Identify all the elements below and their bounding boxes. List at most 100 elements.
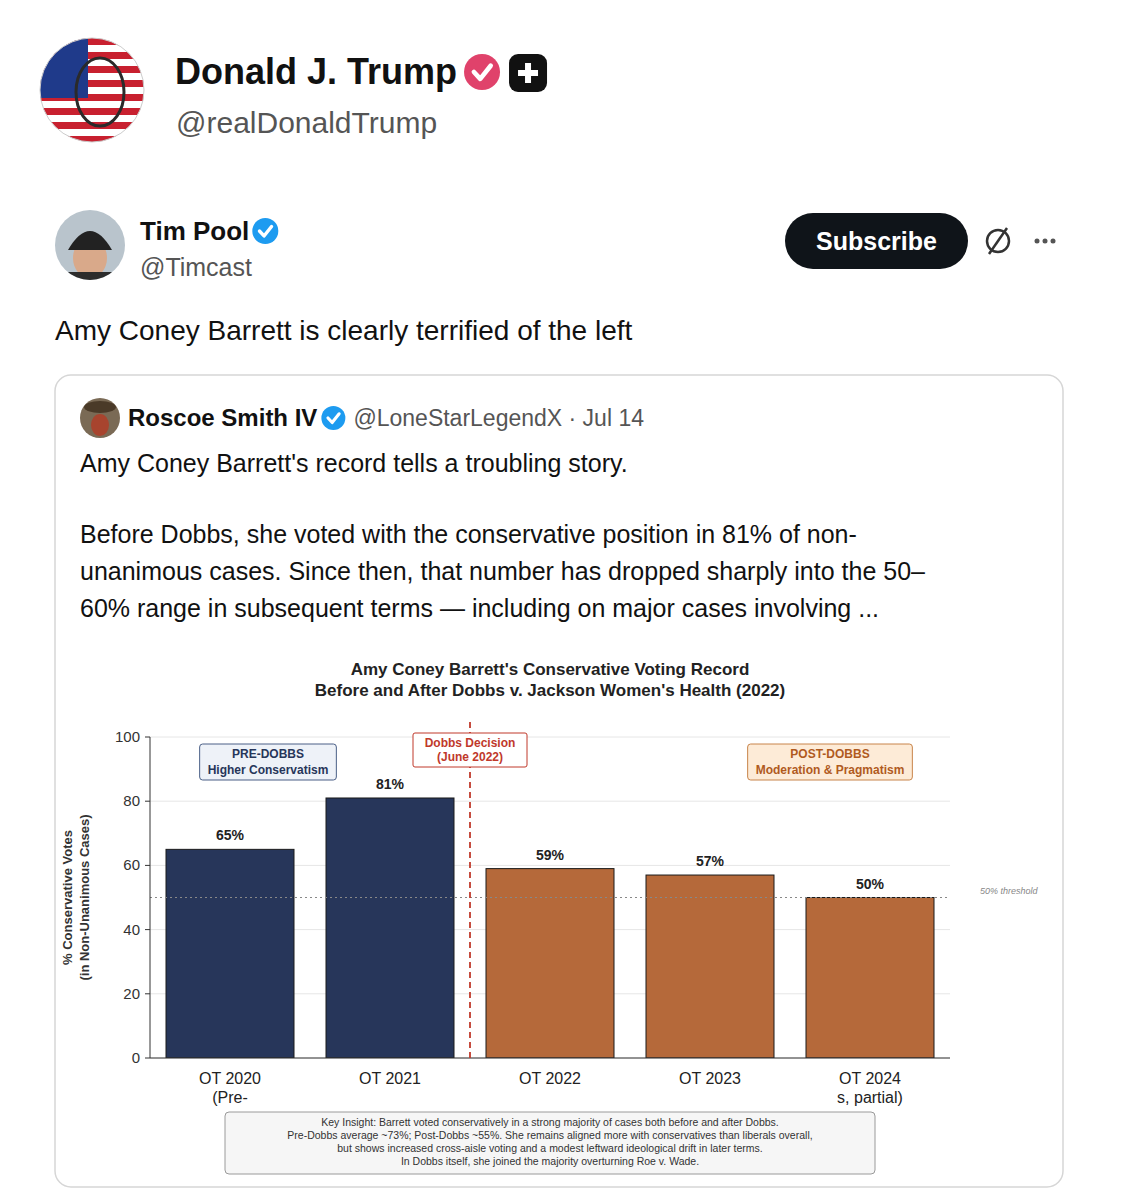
quote-text: Before Dobbs, she voted with the conserv…: [80, 520, 857, 548]
category-label: OT 2021: [359, 1070, 421, 1087]
avatar: [80, 398, 120, 438]
repost-handle: @Timcast: [140, 253, 252, 281]
avatar-beanie: [68, 231, 112, 250]
x-axis: [150, 1058, 950, 1059]
quote-text: Amy Coney Barrett's record tells a troub…: [80, 449, 628, 477]
author-name: Donald J. Trump: [175, 51, 457, 92]
y-axis: [150, 737, 151, 1058]
avatar-face: [91, 414, 109, 436]
data-label: 65%: [216, 827, 245, 843]
tick-mark: [145, 993, 150, 994]
tick-label: 100: [115, 728, 140, 745]
category-sublabel: s, partial): [837, 1089, 903, 1106]
tick-mark: [145, 929, 150, 930]
quote-meta: @LoneStarLegendX · Jul 14: [353, 405, 644, 431]
period-text: Higher Conservatism: [208, 763, 329, 777]
tick-label: 60: [123, 856, 140, 873]
verified-badge-tick: [259, 226, 271, 235]
event-box: [413, 733, 527, 767]
verified-badge-circle: [321, 406, 345, 430]
tick-label: 0: [132, 1049, 140, 1066]
avatar-body: [60, 272, 120, 292]
tick-label: 80: [123, 792, 140, 809]
data-label: 50%: [856, 876, 885, 892]
tick-mark: [145, 865, 150, 866]
y-axis-title: (in Non-Unanimous Cases): [77, 814, 92, 980]
plus-badge-h: [518, 70, 538, 76]
tick-mark: [145, 801, 150, 802]
tick-mark: [145, 737, 150, 738]
verified-badge-circle: [464, 54, 500, 90]
more-icon[interactable]: [1035, 239, 1040, 244]
category-label: OT 2024: [839, 1070, 901, 1087]
category-label: OT 2020: [199, 1070, 261, 1087]
verified-badge: [252, 218, 278, 244]
subscribe-button[interactable]: [785, 213, 968, 269]
data-label: 59%: [536, 847, 565, 863]
note-text: Key Insight: Barrett voted conservativel…: [321, 1116, 779, 1128]
avatar-stripe: [40, 108, 144, 115]
period-box: [200, 744, 337, 780]
avatar-canton: [40, 38, 88, 98]
grid-line: [150, 1058, 950, 1059]
threshold-label: 50% threshold: [980, 886, 1039, 896]
category-label: OT 2022: [519, 1070, 581, 1087]
note-text: Pre-Dobbs average ~73%; Post-Dobbs ~55%.…: [287, 1129, 812, 1141]
event-label: Dobbs Decision: [425, 736, 516, 750]
avatar-hat: [84, 401, 116, 413]
note-text: In Dobbs itself, she joined the majority…: [401, 1155, 699, 1167]
avatar: [40, 38, 144, 143]
quote-text: unanimous cases. Since then, that number…: [80, 557, 925, 585]
tick-mark: [145, 1058, 150, 1059]
bars: [166, 798, 934, 1058]
avatar: [55, 210, 125, 292]
author-handle: @realDonaldTrump: [176, 106, 437, 139]
quote-card: [55, 375, 1063, 1187]
category-sublabel: (Pre-: [212, 1089, 248, 1106]
verified-badge-circle: [252, 218, 278, 244]
bar: [166, 849, 294, 1058]
period-text: Moderation & Pragmatism: [756, 763, 905, 777]
avatar-ring: [40, 38, 144, 142]
verified-badge-tick: [328, 414, 339, 423]
chart-title: Amy Coney Barrett's Conservative Voting …: [351, 660, 750, 679]
more-icon[interactable]: [1043, 239, 1048, 244]
quote-name: Roscoe Smith IV: [128, 404, 317, 431]
more-icon[interactable]: [1051, 239, 1056, 244]
quote-text: 60% range in subsequent terms — includin…: [80, 594, 879, 622]
event-label: (June 2022): [437, 750, 503, 764]
verified-badge: [464, 54, 500, 90]
data-label: 81%: [376, 776, 405, 792]
page: Donald J. Trump @realDonaldTrump Tim Pool @…: [0, 0, 1134, 1200]
note-box: [225, 1112, 875, 1174]
verified-badge: [321, 406, 345, 430]
period-title: POST-DOBBS: [790, 747, 869, 761]
tick-label: 40: [123, 921, 140, 938]
verified-badge-tick: [474, 66, 491, 79]
repost-name: Tim Pool: [140, 216, 249, 246]
data-label: 57%: [696, 853, 725, 869]
period-title: PRE-DOBBS: [232, 747, 304, 761]
grok-icon-slash: [989, 228, 1007, 254]
avatar-stripe: [40, 38, 144, 45]
event-line: [469, 722, 471, 1058]
threshold-line: [150, 897, 950, 898]
chart-subtitle: Before and After Dobbs v. Jackson Women'…: [315, 681, 785, 700]
y-axis-title: % Conservative Votes: [60, 830, 75, 965]
repost-text: Amy Coney Barrett is clearly terrified o…: [55, 315, 633, 346]
bar: [326, 798, 454, 1058]
bar: [806, 898, 934, 1059]
tick-label: 20: [123, 985, 140, 1002]
avatar-face: [76, 58, 124, 126]
bar: [646, 875, 774, 1058]
subscribe-label[interactable]: Subscribe: [816, 227, 937, 255]
plus-badge: [509, 54, 547, 92]
period-box: [748, 744, 913, 780]
note-text: but shows increased cross-aisle voting a…: [337, 1142, 762, 1154]
grid-line: [150, 801, 950, 802]
avatar-bg: [40, 38, 144, 142]
category-label: OT 2023: [679, 1070, 741, 1087]
grid-line: [150, 737, 950, 738]
avatar-bg: [55, 210, 125, 280]
avatar-bg: [80, 398, 120, 438]
